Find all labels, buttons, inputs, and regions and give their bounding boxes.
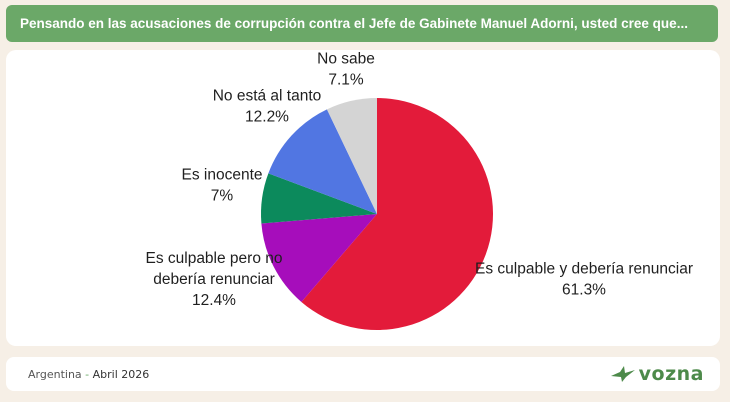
slice-value-label: 12.4% — [192, 292, 236, 309]
chart-title: Pensando en las acusaciones de corrupció… — [20, 16, 688, 31]
bird-icon — [610, 366, 635, 382]
slice-category-label: Es culpable y debería renunciar — [475, 261, 693, 278]
chart-title-bar: Pensando en las acusaciones de corrupció… — [6, 5, 718, 42]
brand-name: vozna — [638, 363, 704, 385]
slice-category-label: No sabe — [317, 51, 375, 68]
slice-value-label: 7.1% — [328, 72, 364, 89]
brand-logo: vozna — [610, 361, 704, 387]
pie-slice-5 — [326, 98, 377, 214]
slice-label-3: Es inocente 7% — [182, 167, 263, 205]
footer-bar: Argentina - Abril 2026 vozna — [6, 357, 720, 391]
footer-source: Argentina - Abril 2026 — [28, 368, 149, 381]
pie-slices — [261, 98, 494, 330]
pie-chart: Es culpable y debería renunciar 61.3%Es c… — [145, 51, 693, 330]
slice-label-5: No sabe 7.1% — [317, 51, 375, 89]
pie-slice-1 — [301, 98, 494, 330]
slice-label-2: Es culpable pero no debería renunciar 12.4… — [145, 250, 282, 309]
footer-separator: - — [81, 368, 93, 381]
footer-location: Argentina — [28, 368, 82, 381]
slice-value-label: 7% — [211, 188, 234, 205]
pie-slice-4 — [268, 109, 377, 214]
slice-category-label: No está al tanto — [213, 88, 322, 105]
slice-category-label: Es inocente — [182, 167, 263, 184]
pie-slice-2 — [261, 214, 377, 302]
chart-card: Es culpable y debería renunciar 61.3% Es c… — [6, 50, 720, 346]
slice-category-label: Es culpable pero no — [145, 250, 282, 267]
slice-value-label: 61.3% — [562, 282, 606, 299]
pie-labels: Es culpable y debería renunciar 61.3%Es c… — [145, 51, 693, 310]
slice-label-1: Es culpable y debería renunciar 61.3% — [475, 261, 693, 299]
footer-date: Abril 2026 — [92, 368, 150, 381]
slice-value-label: 12.2% — [245, 109, 289, 126]
slice-label-4: No está al tanto 12.2% — [213, 88, 322, 126]
pie-slice-3 — [261, 173, 377, 224]
slice-category-label: debería renunciar — [153, 271, 275, 288]
